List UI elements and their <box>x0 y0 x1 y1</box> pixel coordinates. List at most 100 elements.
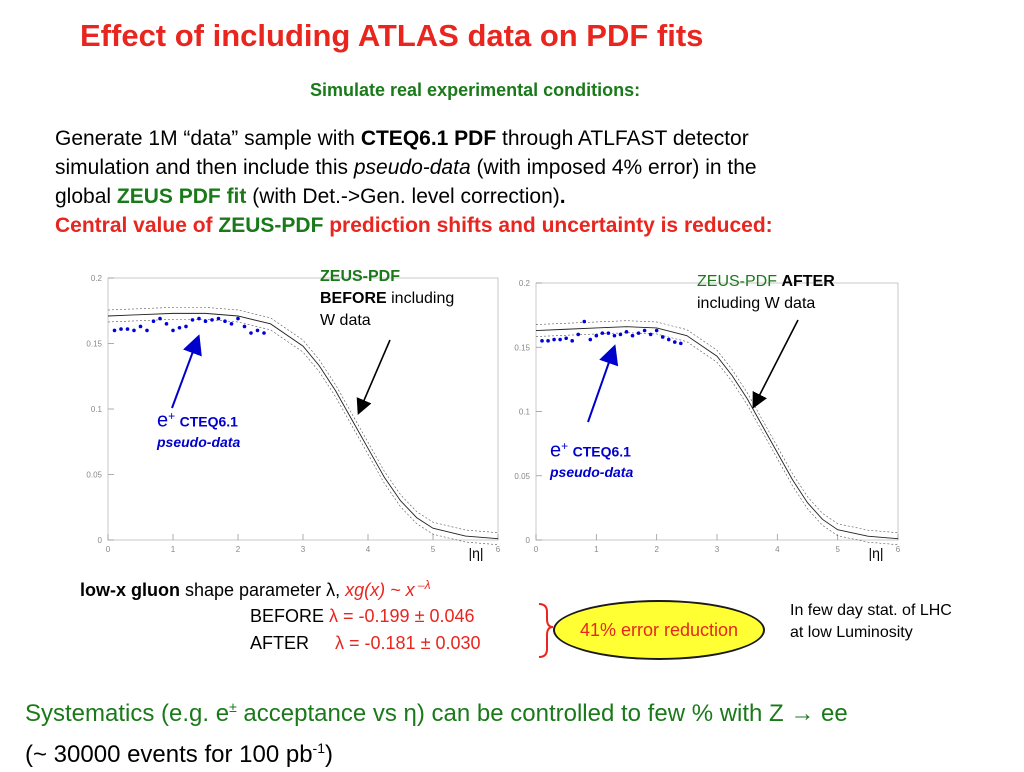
pseudo-data-point <box>618 332 623 337</box>
pseudo-data-point <box>262 331 266 335</box>
pseudo-data-point <box>145 328 149 333</box>
pseudo-data-point <box>672 340 677 344</box>
fit-central-line <box>107 312 499 540</box>
pseudo-data-point <box>679 341 683 346</box>
cteq-label: CTEQ6.1 <box>572 443 631 460</box>
pseudo-data-point <box>660 335 665 339</box>
sys-sup: -1 <box>312 740 325 756</box>
red-text: Central value of <box>55 214 219 237</box>
x-tick-label: 6 <box>496 545 500 554</box>
x-tick-label: 5 <box>431 545 436 554</box>
pseudo-data-point <box>125 327 130 331</box>
pseudo-data-point <box>570 339 574 343</box>
paragraph-text: . <box>559 185 566 208</box>
pseudo-data-point <box>184 324 188 329</box>
plot-before: 0 1 2 3 4 5 6 0 0.05 0.1 0.15 0.2 |η| <box>70 268 500 568</box>
after-value-row: AFTER λ = -0.181 ± 0.030 <box>250 633 481 654</box>
pseudo-data-label-right: e+ CTEQ6.1 pseudo-data <box>550 436 633 482</box>
pseudo-data-point <box>648 332 653 337</box>
paragraph-line-1: Generate 1M “data” sample with CTEQ6.1 P… <box>55 124 955 153</box>
pseudo-data-point <box>164 322 169 326</box>
pseudo-data-point <box>255 328 260 333</box>
note-text: including <box>386 290 455 307</box>
x-tick-label: 0 <box>534 545 539 554</box>
cteq-label: CTEQ6.1 <box>179 413 238 430</box>
y-tick-label: 0 <box>98 536 103 545</box>
fit-band-upper <box>107 307 499 533</box>
pseudo-data-point <box>210 318 214 322</box>
x-tick-label: 4 <box>366 545 371 554</box>
pseudo-data-point <box>151 319 156 324</box>
pseudo-data-point <box>249 331 253 335</box>
x-tick-label: 3 <box>715 545 720 554</box>
note-text: W data <box>320 312 371 329</box>
pseudo-data-point <box>242 324 247 329</box>
pseudo-data-text: pseudo-data <box>353 156 471 179</box>
few-day-note: In few day stat. of LHC at low Luminosit… <box>790 600 1000 644</box>
paragraph-line-3: global ZEUS PDF fit (with Det.->Gen. lev… <box>55 182 955 211</box>
pseudo-data-point <box>636 331 641 335</box>
pseudo-data-point <box>197 316 201 321</box>
few-day-line-2: at low Luminosity <box>790 624 913 641</box>
pseudo-data-point <box>138 324 143 329</box>
paragraph-text: (with imposed 4% error) in the <box>470 156 757 179</box>
zeus-pdf-text: ZEUS-PDF <box>218 214 324 237</box>
pseudo-data-point <box>588 337 593 342</box>
pseudo-data-point <box>236 316 240 321</box>
pseudo-data-point <box>203 319 208 324</box>
low-x-gluon-text: low-x gluon <box>80 580 180 600</box>
before-note: ZEUS-PDF BEFORE including W data <box>320 266 454 332</box>
plot-after-svg: 0 1 2 3 4 5 6 0 0.05 0.1 0.15 0.2 |η| <box>514 279 901 561</box>
x-axis-label: |η| <box>468 545 483 561</box>
pseudo-data-point <box>112 328 117 333</box>
before-value: λ = -0.199 ± 0.046 <box>329 606 475 626</box>
e-label: e <box>550 439 562 462</box>
note-zeus-pdf: ZEUS-PDF <box>697 273 782 290</box>
note-before-word: BEFORE <box>320 290 387 307</box>
sys-text: Systematics (e.g. e <box>25 700 230 727</box>
fit-band-lower <box>535 332 899 546</box>
note-zeus-pdf: ZEUS-PDF <box>320 268 400 285</box>
pseudo-arrow-right <box>587 344 619 423</box>
pseudo-data-point <box>666 337 671 342</box>
before-value-row: BEFORE λ = -0.199 ± 0.046 <box>250 606 475 627</box>
pseudo-data-point <box>576 332 581 337</box>
pseudo-data-point <box>540 339 544 343</box>
error-reduction-badge: 41% error reduction <box>553 600 765 660</box>
pseudo-data-point <box>216 316 221 321</box>
y-tick-label: 0.1 <box>91 405 103 414</box>
paragraph-line-2: simulation and then include this pseudo-… <box>55 153 955 182</box>
fit-central-line <box>535 326 899 540</box>
after-value: λ = -0.181 ± 0.030 <box>335 633 481 653</box>
zeus-pdf-fit-text: ZEUS PDF fit <box>116 185 247 208</box>
pseudo-label: pseudo-data <box>550 464 634 481</box>
intro-paragraph: Generate 1M “data” sample with CTEQ6.1 P… <box>55 124 955 211</box>
pseudo-data-point <box>119 327 123 331</box>
pseudo-arrow-left <box>171 334 202 409</box>
cteq-pdf-text: CTEQ6.1 PDF <box>360 127 497 150</box>
note-text: including W data <box>697 295 816 312</box>
x-tick-label: 3 <box>301 545 306 554</box>
pseudo-data-point <box>582 319 587 324</box>
y-tick-label: 0.05 <box>86 471 102 480</box>
sys-text: ) <box>325 741 333 768</box>
pseudo-data-point <box>171 328 175 333</box>
pseudo-data-point <box>594 333 599 338</box>
x-tick-label: 6 <box>896 545 901 554</box>
pseudo-data-point <box>630 333 635 338</box>
after-note: ZEUS-PDF AFTER including W data <box>697 271 835 315</box>
y-tick-label: 0.2 <box>519 279 531 288</box>
y-tick-label: 0.15 <box>514 343 530 352</box>
pseudo-data-point <box>606 331 611 335</box>
x-tick-label: 4 <box>775 545 780 554</box>
plot-before-svg: 0 1 2 3 4 5 6 0 0.05 0.1 0.15 0.2 |η| <box>86 274 500 561</box>
few-day-line-1: In few day stat. of LHC <box>790 602 952 619</box>
x-tick-label: 2 <box>654 545 659 554</box>
x-tick-label: 0 <box>106 545 111 554</box>
e-sup: + <box>168 409 176 423</box>
pseudo-data-point <box>600 331 605 335</box>
after-arrow <box>752 319 799 409</box>
paragraph-text: through ATLFAST detector <box>496 127 749 150</box>
central-value-line: Central value of ZEUS-PDF prediction shi… <box>55 214 773 238</box>
